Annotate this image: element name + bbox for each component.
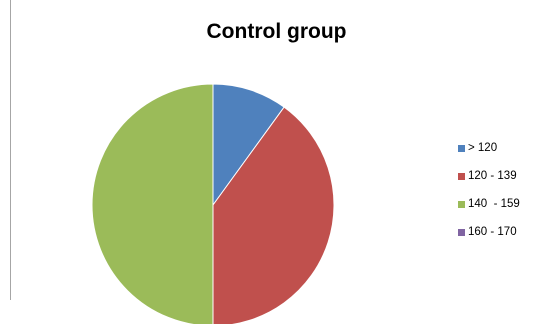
legend-item-2: 140 - 159 xyxy=(458,197,520,211)
chart-legend: > 120 120 - 139 140 - 159 160 - 170 xyxy=(458,141,520,253)
pie-slice-0 xyxy=(212,83,285,207)
legend-swatch-0 xyxy=(458,144,465,152)
legend-swatch-2 xyxy=(458,200,465,208)
pie-slice-2 xyxy=(91,83,214,324)
chart-title: Control group xyxy=(206,20,347,43)
pie-slice-1 xyxy=(212,106,335,324)
legend-swatch-1 xyxy=(458,172,465,180)
legend-item-0: > 120 xyxy=(458,141,520,155)
legend-item-1: 120 - 139 xyxy=(458,169,520,183)
legend-label-0: > 120 xyxy=(468,142,498,154)
legend-item-3: 160 - 170 xyxy=(458,225,520,239)
legend-label-1: 120 - 139 xyxy=(468,170,517,182)
legend-swatch-3 xyxy=(458,228,465,236)
chart-frame-border xyxy=(10,0,11,300)
legend-label-3: 160 - 170 xyxy=(468,226,517,238)
legend-label-2: 140 - 159 xyxy=(468,198,520,210)
